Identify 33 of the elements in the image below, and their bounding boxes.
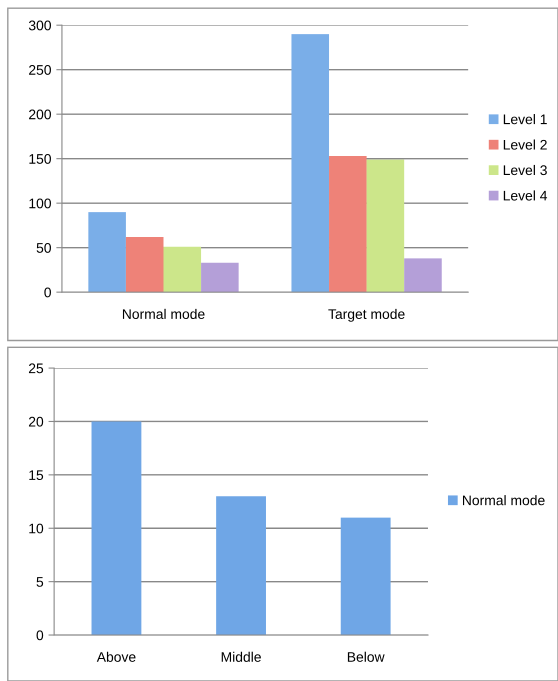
bar [404, 258, 442, 292]
y-tick-label: 0 [44, 287, 51, 298]
legend-label: Level 4 [504, 190, 548, 201]
y-tick-label: 5 [36, 577, 44, 587]
legend-label: Level 3 [504, 164, 547, 176]
bar [88, 212, 126, 292]
bar [126, 236, 164, 292]
x-tick-label: Below [348, 652, 385, 662]
y-tick-label: 150 [29, 154, 51, 164]
bar [92, 421, 142, 636]
bar [291, 34, 330, 292]
x-tick-label: Above [96, 652, 136, 662]
bar [340, 518, 391, 636]
y-tick-label: 25 [28, 363, 44, 374]
y-tick-label: 15 [29, 470, 44, 480]
y-tick-label: 250 [29, 65, 51, 75]
bar [201, 262, 239, 292]
bar [163, 246, 202, 292]
y-tick-label: 50 [36, 242, 51, 253]
legend-label: Normal mode [462, 495, 545, 506]
y-tick-label: 100 [29, 198, 51, 208]
y-tick-label: 20 [28, 416, 44, 427]
legend-label: Level 2 [504, 139, 547, 150]
x-tick-label: Middle [222, 652, 261, 662]
legend-label: Level 1 [504, 114, 547, 124]
x-tick-label: Target mode [328, 308, 405, 322]
y-tick-label: 200 [29, 110, 51, 120]
bar [216, 496, 266, 636]
y-tick-label: 300 [28, 20, 51, 30]
bar [329, 156, 367, 292]
y-tick-label: 0 [36, 630, 44, 640]
bar [366, 160, 404, 292]
y-tick-label: 10 [29, 524, 44, 534]
